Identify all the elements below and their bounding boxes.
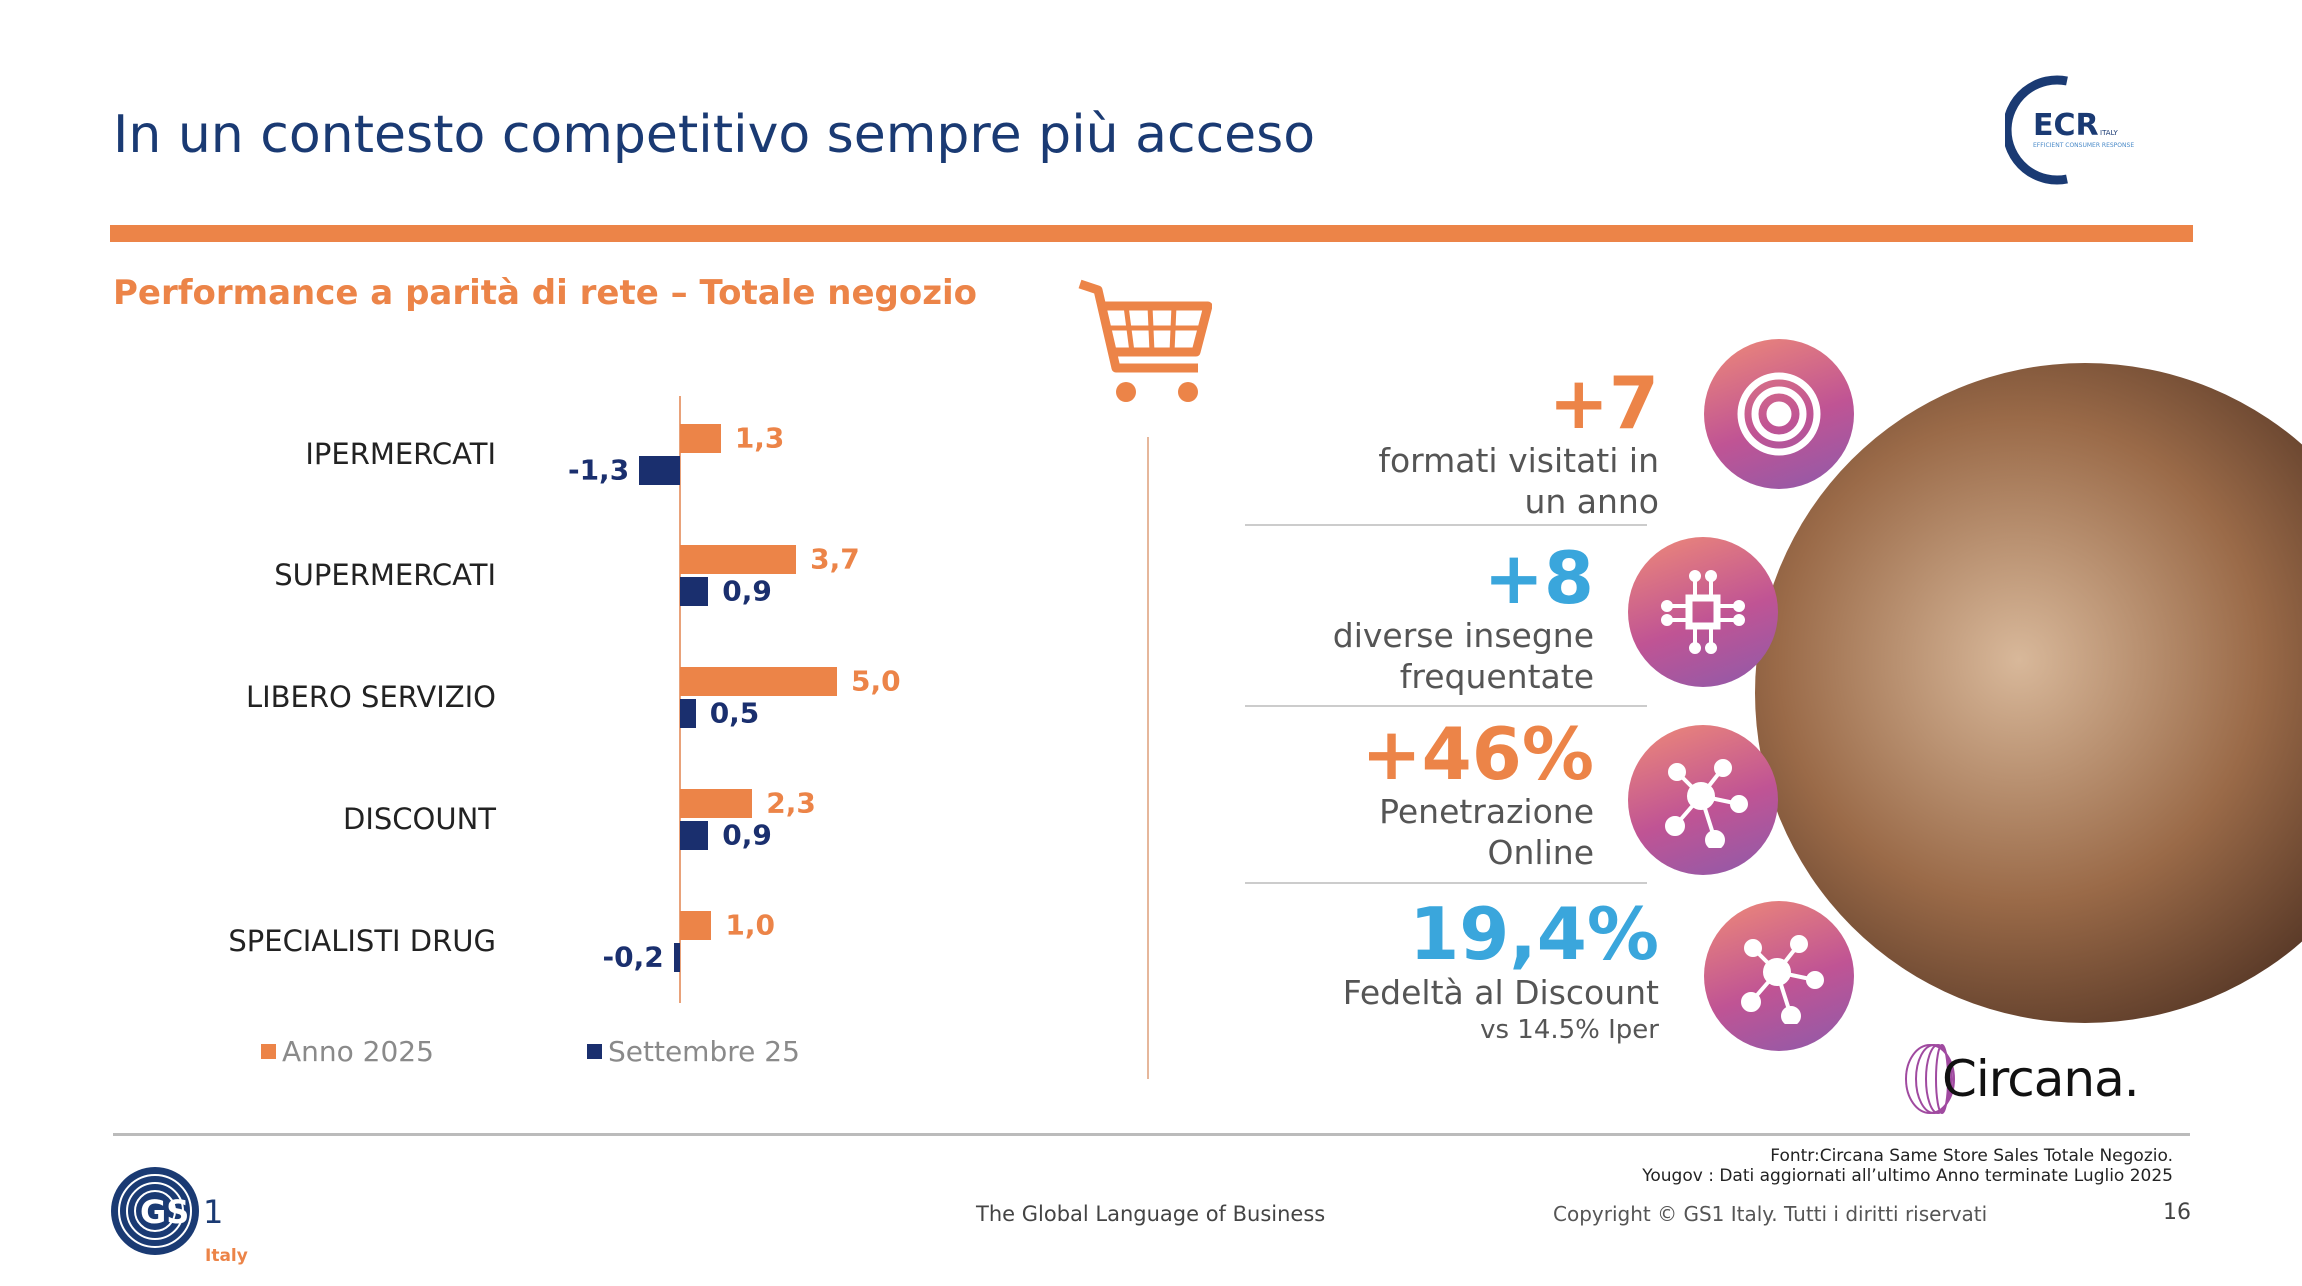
bar-settembre-25 bbox=[680, 576, 709, 606]
separator bbox=[1245, 705, 1647, 707]
network-icon bbox=[1628, 725, 1778, 875]
data-label: 2,3 bbox=[766, 786, 816, 820]
source-line: Fontr:Circana Same Store Sales Totale Ne… bbox=[1770, 1146, 2173, 1166]
category-label: SPECIALISTI DRUG bbox=[228, 924, 496, 958]
stat-value: +7 bbox=[1548, 361, 1659, 445]
legend-swatch bbox=[261, 1044, 276, 1059]
data-label: 0,9 bbox=[722, 818, 772, 852]
data-label: -1,3 bbox=[567, 453, 630, 487]
data-label: -0,2 bbox=[602, 940, 664, 974]
data-label: 1,0 bbox=[725, 908, 775, 942]
copyright: Copyright © GS1 Italy. Tutti i diritti r… bbox=[1553, 1202, 1988, 1226]
svg-text:EFFICIENT CONSUMER RESPONSE: EFFICIENT CONSUMER RESPONSE bbox=[2033, 142, 2134, 149]
svg-text:GS: GS bbox=[140, 1193, 189, 1231]
circuit-chip-icon bbox=[1628, 537, 1778, 687]
bar-settembre-25 bbox=[680, 698, 696, 728]
data-label: 0,9 bbox=[722, 574, 772, 608]
data-label: 3,7 bbox=[810, 542, 860, 576]
bar-settembre-25 bbox=[639, 455, 680, 485]
legend-swatch bbox=[587, 1044, 602, 1059]
bar-anno-2025 bbox=[680, 423, 721, 453]
source-line: Yougov : Dati aggiornati all’ultimo Anno… bbox=[1642, 1166, 2173, 1186]
vertical-divider bbox=[1147, 437, 1149, 1079]
stat-value: +46% bbox=[1361, 712, 1594, 796]
footer-tagline: The Global Language of Business bbox=[976, 1202, 1326, 1226]
data-label: 5,0 bbox=[851, 664, 901, 698]
target-icon bbox=[1704, 339, 1854, 489]
shopping-cart-icon bbox=[1076, 276, 1213, 412]
stat-desc-line: Online bbox=[1487, 833, 1594, 872]
stat-desc: Penetrazione Online bbox=[1379, 791, 1594, 873]
bar-anno-2025 bbox=[680, 788, 753, 818]
stat-desc-line: Penetrazione bbox=[1379, 792, 1594, 831]
stat-desc-line: diverse insegne bbox=[1332, 616, 1594, 655]
people-dining-photo bbox=[1755, 363, 2302, 1023]
section-subtitle: Performance a parità di rete – Totale ne… bbox=[113, 273, 977, 313]
separator bbox=[1245, 882, 1647, 884]
category-label: SUPERMERCATI bbox=[274, 558, 496, 592]
stat-desc-line: Fedeltà al Discount bbox=[1342, 973, 1659, 1012]
category-label: DISCOUNT bbox=[342, 802, 496, 836]
stat-desc-line: un anno bbox=[1524, 482, 1659, 521]
category-label: LIBERO SERVIZIO bbox=[245, 680, 496, 714]
svg-text:Italy: Italy bbox=[205, 1246, 248, 1265]
bar-settembre-25 bbox=[680, 820, 709, 850]
bar-settembre-25 bbox=[673, 942, 680, 972]
svg-text:ECR: ECR bbox=[2033, 108, 2099, 143]
circana-logo: Circana. bbox=[1900, 1042, 2140, 1116]
stat-desc: diverse insegne frequentate bbox=[1333, 615, 1594, 697]
stat-desc: Fedeltà al Discount vs 14.5% Iper bbox=[1343, 972, 1659, 1047]
stat-desc-line: frequentate bbox=[1399, 657, 1594, 696]
svg-text:ITALY: ITALY bbox=[2100, 129, 2119, 137]
bar-anno-2025 bbox=[680, 544, 797, 574]
category-label: IPERMERCATI bbox=[305, 437, 496, 471]
stat-value: 19,4% bbox=[1409, 892, 1659, 976]
footer-divider bbox=[113, 1133, 2190, 1136]
separator bbox=[1245, 524, 1647, 526]
source-note: Fontr:Circana Same Store Sales Totale Ne… bbox=[1642, 1146, 2173, 1186]
svg-text:1: 1 bbox=[203, 1193, 223, 1231]
stat-desc: formati visitati in un anno bbox=[1378, 440, 1659, 522]
data-label: 0,5 bbox=[709, 696, 760, 730]
stat-desc-line: vs 14.5% Iper bbox=[1480, 1015, 1659, 1045]
page-number: 16 bbox=[2163, 1200, 2191, 1225]
title-underline-bar bbox=[110, 225, 2193, 242]
bar-anno-2025 bbox=[680, 666, 837, 696]
gs1-logo: GS 1 Italy bbox=[110, 1165, 250, 1269]
network-icon bbox=[1704, 901, 1854, 1051]
legend-label: Anno 2025 bbox=[282, 1035, 434, 1068]
legend-label: Settembre 25 bbox=[608, 1035, 800, 1068]
legend-item-anno-2025: Anno 2025 bbox=[261, 1035, 434, 1068]
legend-item-settembre-25: Settembre 25 bbox=[587, 1035, 800, 1068]
bar-anno-2025 bbox=[680, 910, 712, 940]
ecr-logo: ECR ITALY EFFICIENT CONSUMER RESPONSE bbox=[2002, 75, 2175, 185]
data-label: 1,3 bbox=[734, 421, 785, 455]
stat-desc-line: formati visitati in bbox=[1378, 441, 1659, 480]
stat-value: +8 bbox=[1483, 536, 1594, 620]
page-title: In un contesto competitivo sempre più ac… bbox=[113, 105, 1316, 165]
